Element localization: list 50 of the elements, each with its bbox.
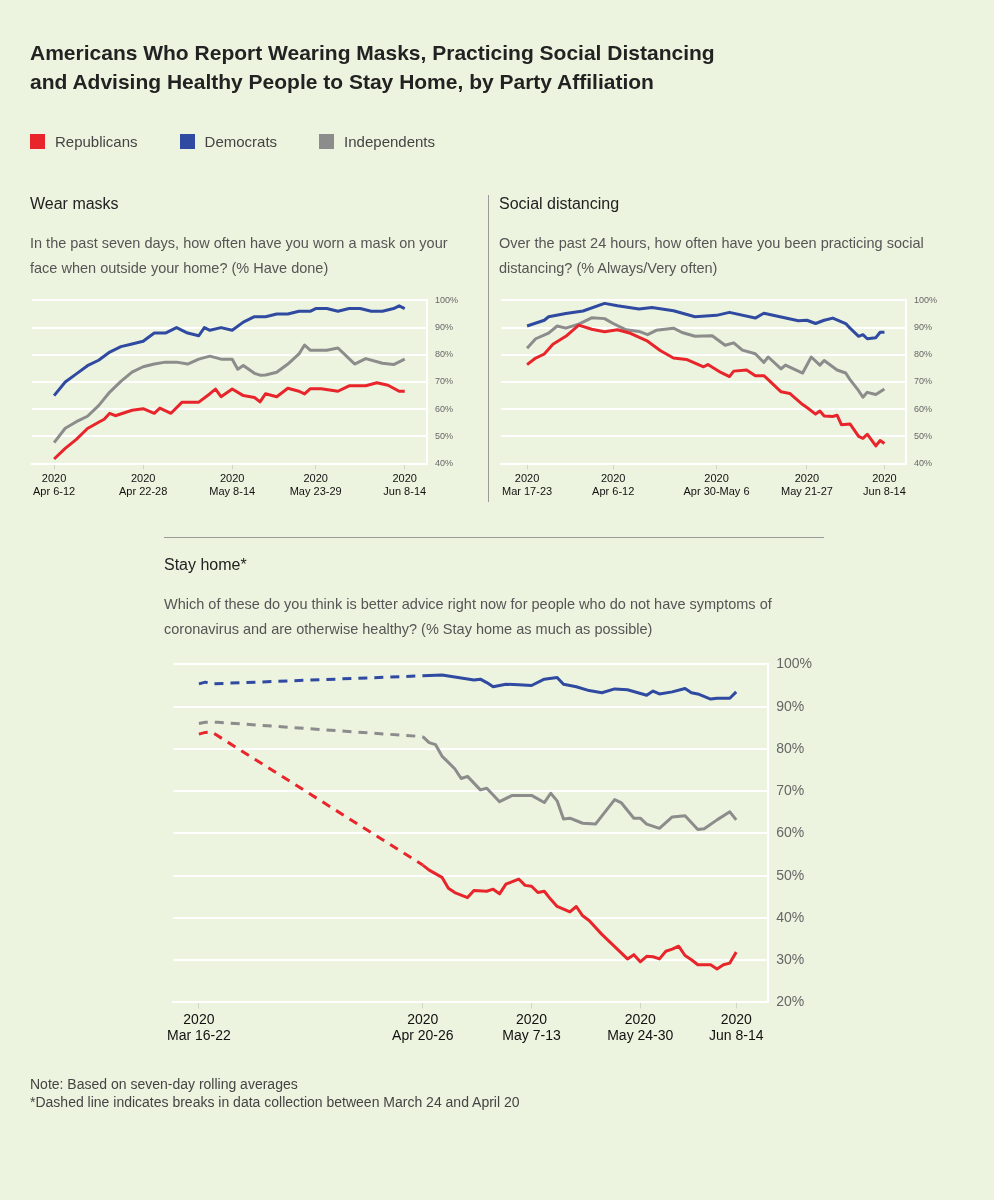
x-tick-label: 2020 Apr 30-May 6 [683,472,750,498]
x-tick-label: 2020 Jun 8-14 [863,472,906,498]
chart-subtitle: Over the past 24 hours, how often have you been practicing social distancing? (% Always/Very often) [499,234,925,278]
y-tick-label: 60% [913,403,932,414]
y-tick-label: 70% [434,376,453,387]
y-tick-label: 50% [776,866,805,883]
chart-subtitle: Which of these do you think is better advice right now for people who do not have symptoms of coronavirus and are otherwise healthy? (% Stay home as much as possible) [164,595,773,639]
x-tick-label: 2020 May 21-27 [780,472,833,498]
chart-title: Wear masks [30,195,120,213]
x-tick-label: 2020 Jun 8-14 [708,1010,764,1044]
y-tick-label: 90% [776,697,805,714]
y-tick-label: 80% [776,739,805,756]
x-tick-label: 2020 Apr 20-26 [392,1010,454,1044]
y-tick-label: 30% [776,951,805,968]
y-tick-label: 90% [913,322,932,333]
text: Note: Based on seven-day rolling averages [30,1075,299,1093]
y-tick-label: 90% [434,322,453,333]
text: *Dashed line indicates breaks in data collection between March 24 and April 20 [30,1093,520,1111]
x-tick-label: 2020 May 8-14 [209,472,256,498]
y-tick-label: 40% [913,458,932,469]
x-tick-label: 2020 Jun 8-14 [383,472,427,498]
x-tick-label: 2020 Mar 17-23 [502,472,553,498]
x-tick-label: 2020 Apr 22-28 [118,472,168,498]
y-tick-label: 40% [776,908,805,925]
chart-title: Stay home* [164,556,248,574]
x-tick-label: 2020 May 24-30 [607,1010,674,1044]
legend-label: Independents [344,133,436,150]
x-tick-label: 2020 May 7-13 [502,1010,561,1044]
text: Americans Who Report Wearing Masks, Practicing Social Distancing and Advising Healthy People to Stay Home, by Party Affiliation [30,40,716,95]
y-tick-label: 20% [776,993,805,1010]
y-tick-label: 60% [434,403,453,414]
y-tick-label: 80% [434,349,453,360]
chart-title: Social distancing [499,195,621,213]
chart-subtitle: In the past seven days, how often have you worn a mask on your face when outside your home? (% Have done) [30,234,449,278]
y-tick-label: 70% [776,782,805,799]
y-tick-label: 100% [776,655,813,672]
y-tick-label: 40% [434,458,453,469]
x-tick-label: 2020 Mar 16-22 [167,1010,232,1044]
y-tick-label: 100% [434,294,459,305]
legend-label: Democrats [204,133,278,150]
x-tick-label: 2020 Apr 6-12 [32,472,76,498]
y-tick-label: 80% [913,349,932,360]
y-tick-label: 70% [913,376,932,387]
y-tick-label: 50% [913,430,932,441]
x-tick-label: 2020 May 23-29 [289,472,342,498]
legend-label: Republicans [55,133,138,150]
x-tick-label: 2020 Apr 6-12 [592,472,635,498]
y-tick-label: 100% [913,294,938,305]
y-tick-label: 60% [776,824,805,841]
y-tick-label: 50% [434,430,453,441]
